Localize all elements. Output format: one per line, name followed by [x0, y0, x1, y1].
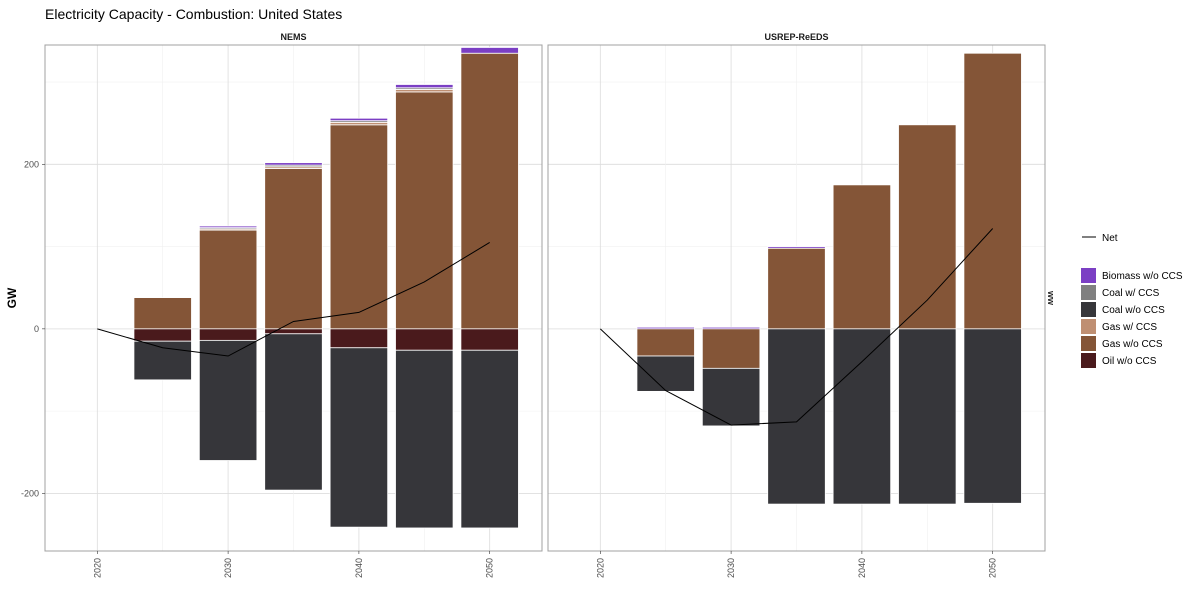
bar-oil-w-o-ccs: [133, 328, 192, 342]
legend-label-coal-w-o-ccs: Coal w/o CCS: [1102, 305, 1165, 316]
legend-key-oil-w-o-ccs: [1081, 353, 1096, 368]
bar-coal-w-o-ccs: [264, 333, 323, 491]
x-tick-label: 2040: [857, 558, 867, 578]
bar-biomass-w-o-ccs: [395, 84, 454, 89]
bar-coal-w-o-ccs: [460, 349, 519, 529]
bar-gas-w-o-ccs: [636, 328, 695, 357]
bar-coal-w-o-ccs: [329, 347, 389, 528]
bar-gas-w-o-ccs: [264, 168, 323, 330]
x-tick-label: 2030: [223, 558, 233, 578]
chart-title: Electricity Capacity - Combustion: Unite…: [45, 6, 343, 22]
right-strip-label: ww: [1046, 290, 1056, 306]
bar-oil-w-o-ccs: [264, 328, 323, 335]
legend-label-coal-w-ccs: Coal w/ CCS: [1102, 288, 1160, 299]
bar-gas-w-o-ccs: [832, 184, 892, 330]
legend: Net Biomass w/o CCS Coal w/ CCS Coal w/o CC…: [1081, 233, 1183, 368]
strip-background: [548, 29, 1045, 45]
y-tick-label: 200: [24, 159, 39, 169]
legend-label-gas-w-o-ccs: Gas w/o CCS: [1102, 339, 1163, 350]
legend-label-gas-w-ccs: Gas w/ CCS: [1102, 322, 1157, 333]
strip-label: USREP-ReEDS: [764, 32, 828, 42]
bar-oil-w-o-ccs: [460, 328, 519, 351]
bar-coal-w-o-ccs: [636, 355, 695, 392]
panel-border: [44, 44, 543, 552]
bar-coal-w-o-ccs: [395, 349, 454, 529]
y-tick-label: -200: [21, 488, 39, 498]
legend-net-label: Net: [1102, 233, 1118, 244]
bar-gas-w-o-ccs: [133, 297, 192, 330]
bar-biomass-w-o-ccs: [264, 162, 323, 166]
x-tick-label: 2040: [354, 558, 364, 578]
strip-label: NEMS: [280, 32, 306, 42]
bar-coal-w-o-ccs: [767, 328, 826, 505]
bar-coal-w-o-ccs: [133, 340, 192, 381]
y-tick-label: 0: [34, 324, 39, 334]
legend-label-oil-w-o-ccs: Oil w/o CCS: [1102, 356, 1157, 367]
net-line: [599, 228, 994, 426]
legend-label-biomass-w-o-ccs: Biomass w/o CCS: [1102, 271, 1183, 282]
bar-coal-w-o-ccs: [701, 367, 761, 427]
bar-biomass-w-o-ccs: [460, 47, 519, 54]
net-line: [97, 242, 490, 357]
bar-coal-w-o-ccs: [832, 328, 892, 505]
panel-border: [547, 44, 1046, 552]
bar-gas-w-o-ccs: [460, 52, 519, 330]
legend-key-gas-w-o-ccs: [1081, 336, 1096, 351]
x-tick-label: 2020: [595, 558, 605, 578]
x-tick-label: 2030: [726, 558, 736, 578]
bar-gas-w-o-ccs: [898, 124, 957, 330]
y-axis-title: GW: [5, 287, 19, 308]
bar-gas-w-o-ccs: [329, 124, 389, 330]
x-tick-label: 2020: [92, 558, 102, 578]
bar-coal-w-o-ccs: [898, 328, 957, 505]
bar-biomass-w-o-ccs: [767, 246, 826, 249]
x-tick-label: 2050: [988, 558, 998, 578]
x-tick-label: 2050: [485, 558, 495, 578]
bar-gas-w-o-ccs: [963, 52, 1022, 330]
bar-oil-w-o-ccs: [329, 328, 389, 349]
strip-background: [45, 29, 542, 45]
panel-nems: NEMS 2020 2030 2040 2050 -200 0 200: [21, 29, 543, 578]
legend-key-coal-w-o-ccs: [1081, 302, 1096, 317]
bar-gas-w-o-ccs: [198, 229, 258, 330]
legend-key-gas-w-ccs: [1081, 319, 1096, 334]
bar-biomass-w-o-ccs: [198, 225, 258, 229]
bar-gas-w-o-ccs: [701, 328, 761, 369]
bar-coal-w-o-ccs: [198, 339, 258, 461]
bar-coal-w-o-ccs: [963, 328, 1022, 504]
legend-key-biomass-w-o-ccs: [1081, 268, 1096, 283]
legend-key-coal-w-ccs: [1081, 285, 1096, 300]
bar-gas-w-o-ccs: [395, 91, 454, 330]
panel-usrep-reeds: USREP-ReEDS 2020 2030 2040 2050: [547, 29, 1046, 578]
bar-oil-w-o-ccs: [198, 328, 258, 341]
bar-gas-w-o-ccs: [767, 247, 826, 330]
bar-oil-w-o-ccs: [395, 328, 454, 351]
bar-biomass-w-o-ccs: [329, 117, 389, 122]
